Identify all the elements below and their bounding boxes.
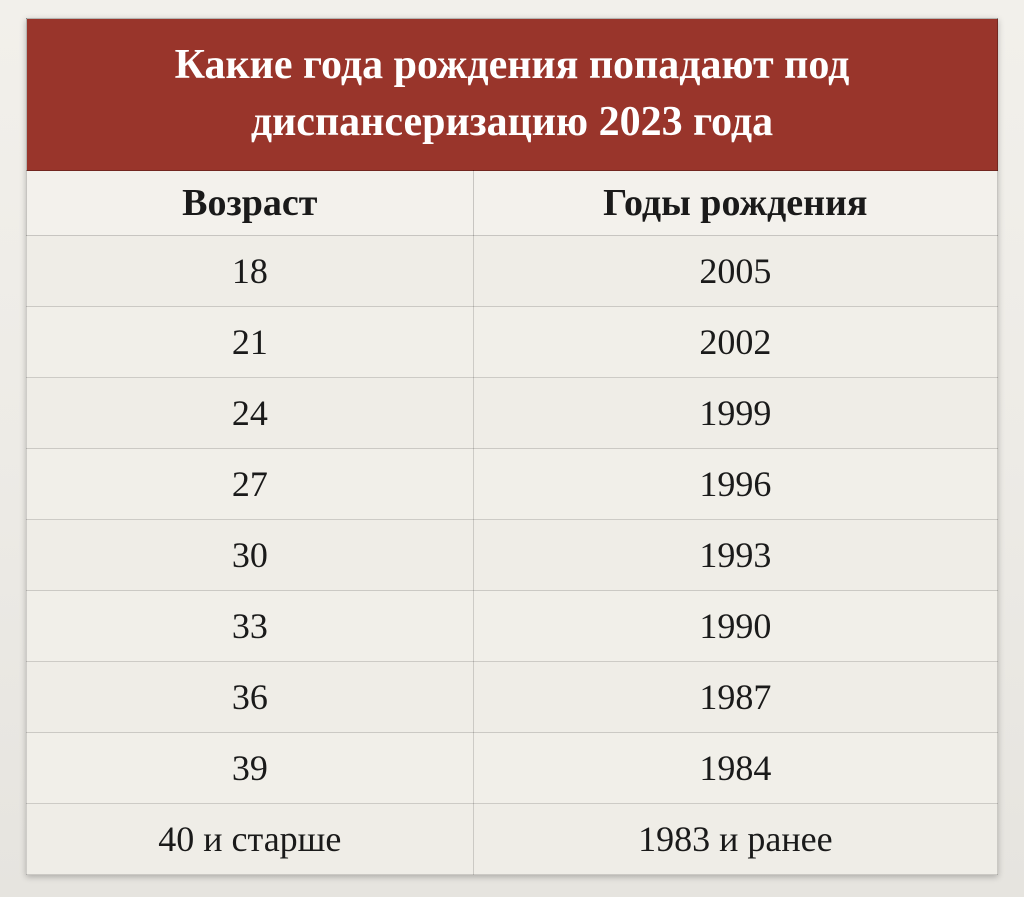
cell-year: 1996 <box>473 449 997 520</box>
table-title: Какие года рождения попадают под диспанс… <box>27 19 998 171</box>
cell-age: 40 и старше <box>27 804 474 875</box>
cell-year: 2005 <box>473 236 997 307</box>
cell-year: 1984 <box>473 733 997 804</box>
column-header-row: Возраст Годы рождения <box>27 171 998 236</box>
table-row: 30 1993 <box>27 520 998 591</box>
table-head: Какие года рождения попадают под диспанс… <box>27 19 998 236</box>
table-row: 21 2002 <box>27 307 998 378</box>
cell-year: 1983 и ранее <box>473 804 997 875</box>
cell-year: 2002 <box>473 307 997 378</box>
cell-age: 21 <box>27 307 474 378</box>
eligibility-table: Какие года рождения попадают под диспанс… <box>26 18 998 875</box>
cell-age: 30 <box>27 520 474 591</box>
table-row: 39 1984 <box>27 733 998 804</box>
cell-year: 1993 <box>473 520 997 591</box>
cell-age: 18 <box>27 236 474 307</box>
table-row: 18 2005 <box>27 236 998 307</box>
table-row: 24 1999 <box>27 378 998 449</box>
cell-age: 36 <box>27 662 474 733</box>
cell-age: 27 <box>27 449 474 520</box>
table-row: 40 и старше 1983 и ранее <box>27 804 998 875</box>
cell-year: 1987 <box>473 662 997 733</box>
title-row: Какие года рождения попадают под диспанс… <box>27 19 998 171</box>
table-row: 36 1987 <box>27 662 998 733</box>
table-row: 27 1996 <box>27 449 998 520</box>
col-age-header: Возраст <box>27 171 474 236</box>
cell-year: 1990 <box>473 591 997 662</box>
cell-age: 39 <box>27 733 474 804</box>
cell-age: 33 <box>27 591 474 662</box>
cell-age: 24 <box>27 378 474 449</box>
page: Какие года рождения попадают под диспанс… <box>0 0 1024 897</box>
table-body: 18 2005 21 2002 24 1999 27 1996 30 1993 … <box>27 236 998 875</box>
table-row: 33 1990 <box>27 591 998 662</box>
cell-year: 1999 <box>473 378 997 449</box>
col-year-header: Годы рождения <box>473 171 997 236</box>
